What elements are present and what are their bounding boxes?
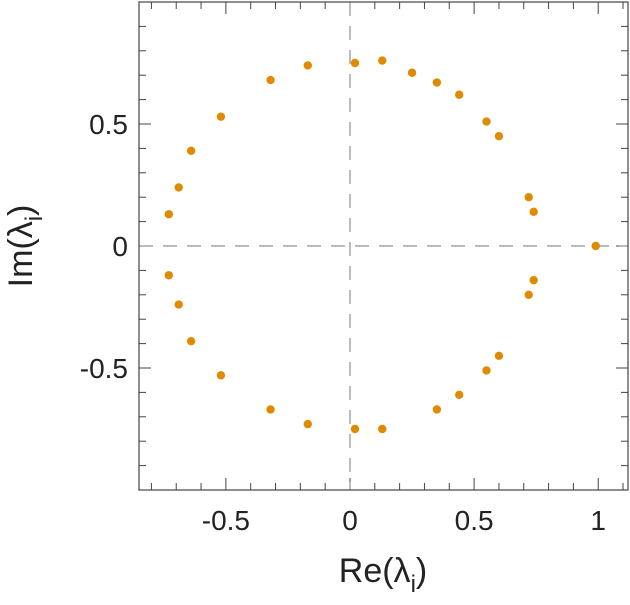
- zero-lines: [139, 2, 628, 490]
- data-point: [186, 336, 196, 346]
- data-point: [494, 132, 504, 141]
- data-point: [350, 424, 360, 434]
- data-point: [432, 405, 442, 414]
- data-point: [524, 193, 533, 202]
- x-tick-label: -0.5: [202, 505, 250, 536]
- data-point: [186, 146, 196, 156]
- data-points: [164, 56, 600, 434]
- x-tick-label: 0: [342, 505, 358, 536]
- data-point: [494, 351, 504, 360]
- data-point: [216, 112, 226, 121]
- data-point: [266, 75, 275, 85]
- data-point: [303, 61, 312, 70]
- data-point: [529, 207, 538, 217]
- y-tick-label: 0: [112, 231, 128, 262]
- data-point: [350, 58, 360, 68]
- data-point: [164, 210, 173, 219]
- data-point: [174, 300, 183, 309]
- data-point: [216, 371, 226, 380]
- x-axis-label: Re(λi): [339, 552, 427, 598]
- plot-frame: [138, 1, 629, 491]
- y-tick-label: 0.5: [89, 109, 128, 140]
- data-point: [266, 405, 275, 414]
- x-tick-label: 1: [590, 505, 606, 536]
- x-tick-label: 0.5: [455, 505, 494, 536]
- data-point: [524, 290, 533, 299]
- y-axis-label: Im(λi): [2, 205, 48, 288]
- data-point: [303, 419, 312, 429]
- data-point: [591, 241, 600, 251]
- y-tick-label: -0.5: [80, 353, 128, 384]
- data-point: [174, 183, 183, 192]
- data-point: [164, 271, 173, 280]
- data-point: [378, 56, 387, 65]
- data-point: [529, 275, 538, 285]
- data-point: [455, 90, 464, 99]
- data-point: [482, 117, 491, 126]
- data-point: [482, 366, 491, 375]
- data-point: [407, 68, 417, 77]
- tick-labels: -0.5 0 0.5 1 -0.5 0 0.5: [80, 109, 606, 536]
- data-point: [432, 78, 442, 87]
- data-point: [455, 390, 464, 400]
- data-point: [378, 424, 387, 434]
